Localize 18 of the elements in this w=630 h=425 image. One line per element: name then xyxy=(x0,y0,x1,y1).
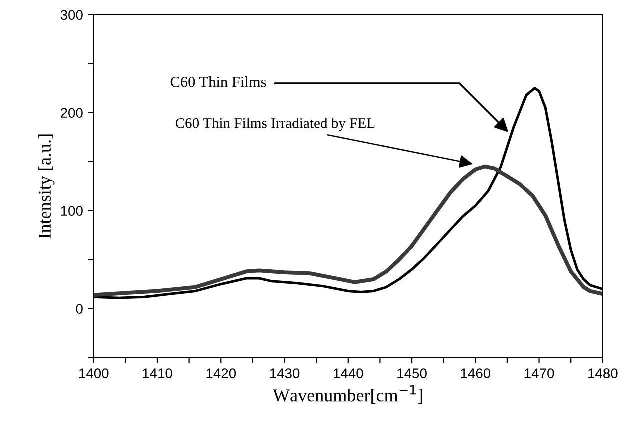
y-tick-label: 200 xyxy=(60,108,83,118)
x-tick-label: 1410 xyxy=(143,368,172,378)
x-axis-title: Wavenumber[cm$^{−1}$] xyxy=(273,385,422,404)
x-tick-label: 1450 xyxy=(398,368,427,378)
line-series xyxy=(94,164,603,298)
x-tick-label: 1400 xyxy=(79,368,109,378)
x-tick-label: 1420 xyxy=(206,368,236,378)
y-axis-title: Intensity [a.u.] xyxy=(38,134,55,239)
annotation: C60 Thin Films Irradiated by FEL xyxy=(176,118,375,132)
x-tick-label: 1440 xyxy=(334,368,364,378)
x-tick-label: 1470 xyxy=(524,368,554,378)
x-tick-label: 1460 xyxy=(461,368,491,378)
x-tick-label: 1480 xyxy=(588,368,618,378)
y-tick-label: 100 xyxy=(61,206,83,216)
x-tick-label: 1430 xyxy=(270,368,300,378)
y-tick-label: 300 xyxy=(60,10,83,20)
annotation: C60 Thin Films xyxy=(170,76,266,88)
y-tick-label: 0 xyxy=(76,304,83,314)
